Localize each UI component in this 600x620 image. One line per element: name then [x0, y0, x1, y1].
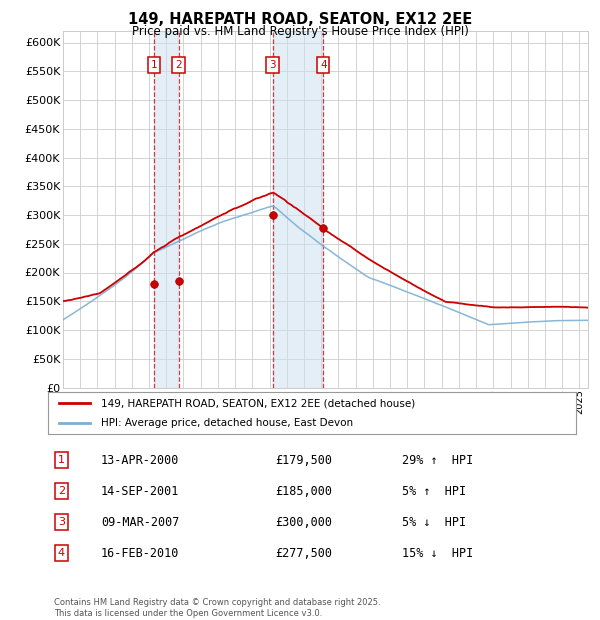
Text: Contains HM Land Registry data © Crown copyright and database right 2025.
This d: Contains HM Land Registry data © Crown c…: [54, 598, 380, 618]
Text: 4: 4: [320, 60, 326, 70]
Text: 3: 3: [269, 60, 276, 70]
Text: Price paid vs. HM Land Registry's House Price Index (HPI): Price paid vs. HM Land Registry's House …: [131, 25, 469, 38]
Text: 4: 4: [58, 548, 65, 558]
Text: £300,000: £300,000: [275, 516, 332, 528]
Text: 09-MAR-2007: 09-MAR-2007: [101, 516, 179, 528]
Text: 1: 1: [58, 455, 65, 465]
Bar: [272, 31, 323, 388]
Text: £185,000: £185,000: [275, 485, 332, 497]
Text: 5% ↓  HPI: 5% ↓ HPI: [402, 516, 466, 528]
Text: 14-SEP-2001: 14-SEP-2001: [101, 485, 179, 497]
Text: 2: 2: [175, 60, 182, 70]
Text: 13-APR-2000: 13-APR-2000: [101, 454, 179, 466]
Text: £277,500: £277,500: [275, 547, 332, 559]
Text: £179,500: £179,500: [275, 454, 332, 466]
Text: 3: 3: [58, 517, 65, 527]
Text: 1: 1: [151, 60, 157, 70]
Text: HPI: Average price, detached house, East Devon: HPI: Average price, detached house, East…: [101, 418, 353, 428]
Text: 149, HAREPATH ROAD, SEATON, EX12 2EE (detached house): 149, HAREPATH ROAD, SEATON, EX12 2EE (de…: [101, 398, 415, 408]
Bar: [154, 31, 178, 388]
Text: 2: 2: [58, 486, 65, 496]
Text: 16-FEB-2010: 16-FEB-2010: [101, 547, 179, 559]
Text: 29% ↑  HPI: 29% ↑ HPI: [402, 454, 473, 466]
Text: 149, HAREPATH ROAD, SEATON, EX12 2EE: 149, HAREPATH ROAD, SEATON, EX12 2EE: [128, 12, 472, 27]
Text: 15% ↓  HPI: 15% ↓ HPI: [402, 547, 473, 559]
Text: 5% ↑  HPI: 5% ↑ HPI: [402, 485, 466, 497]
